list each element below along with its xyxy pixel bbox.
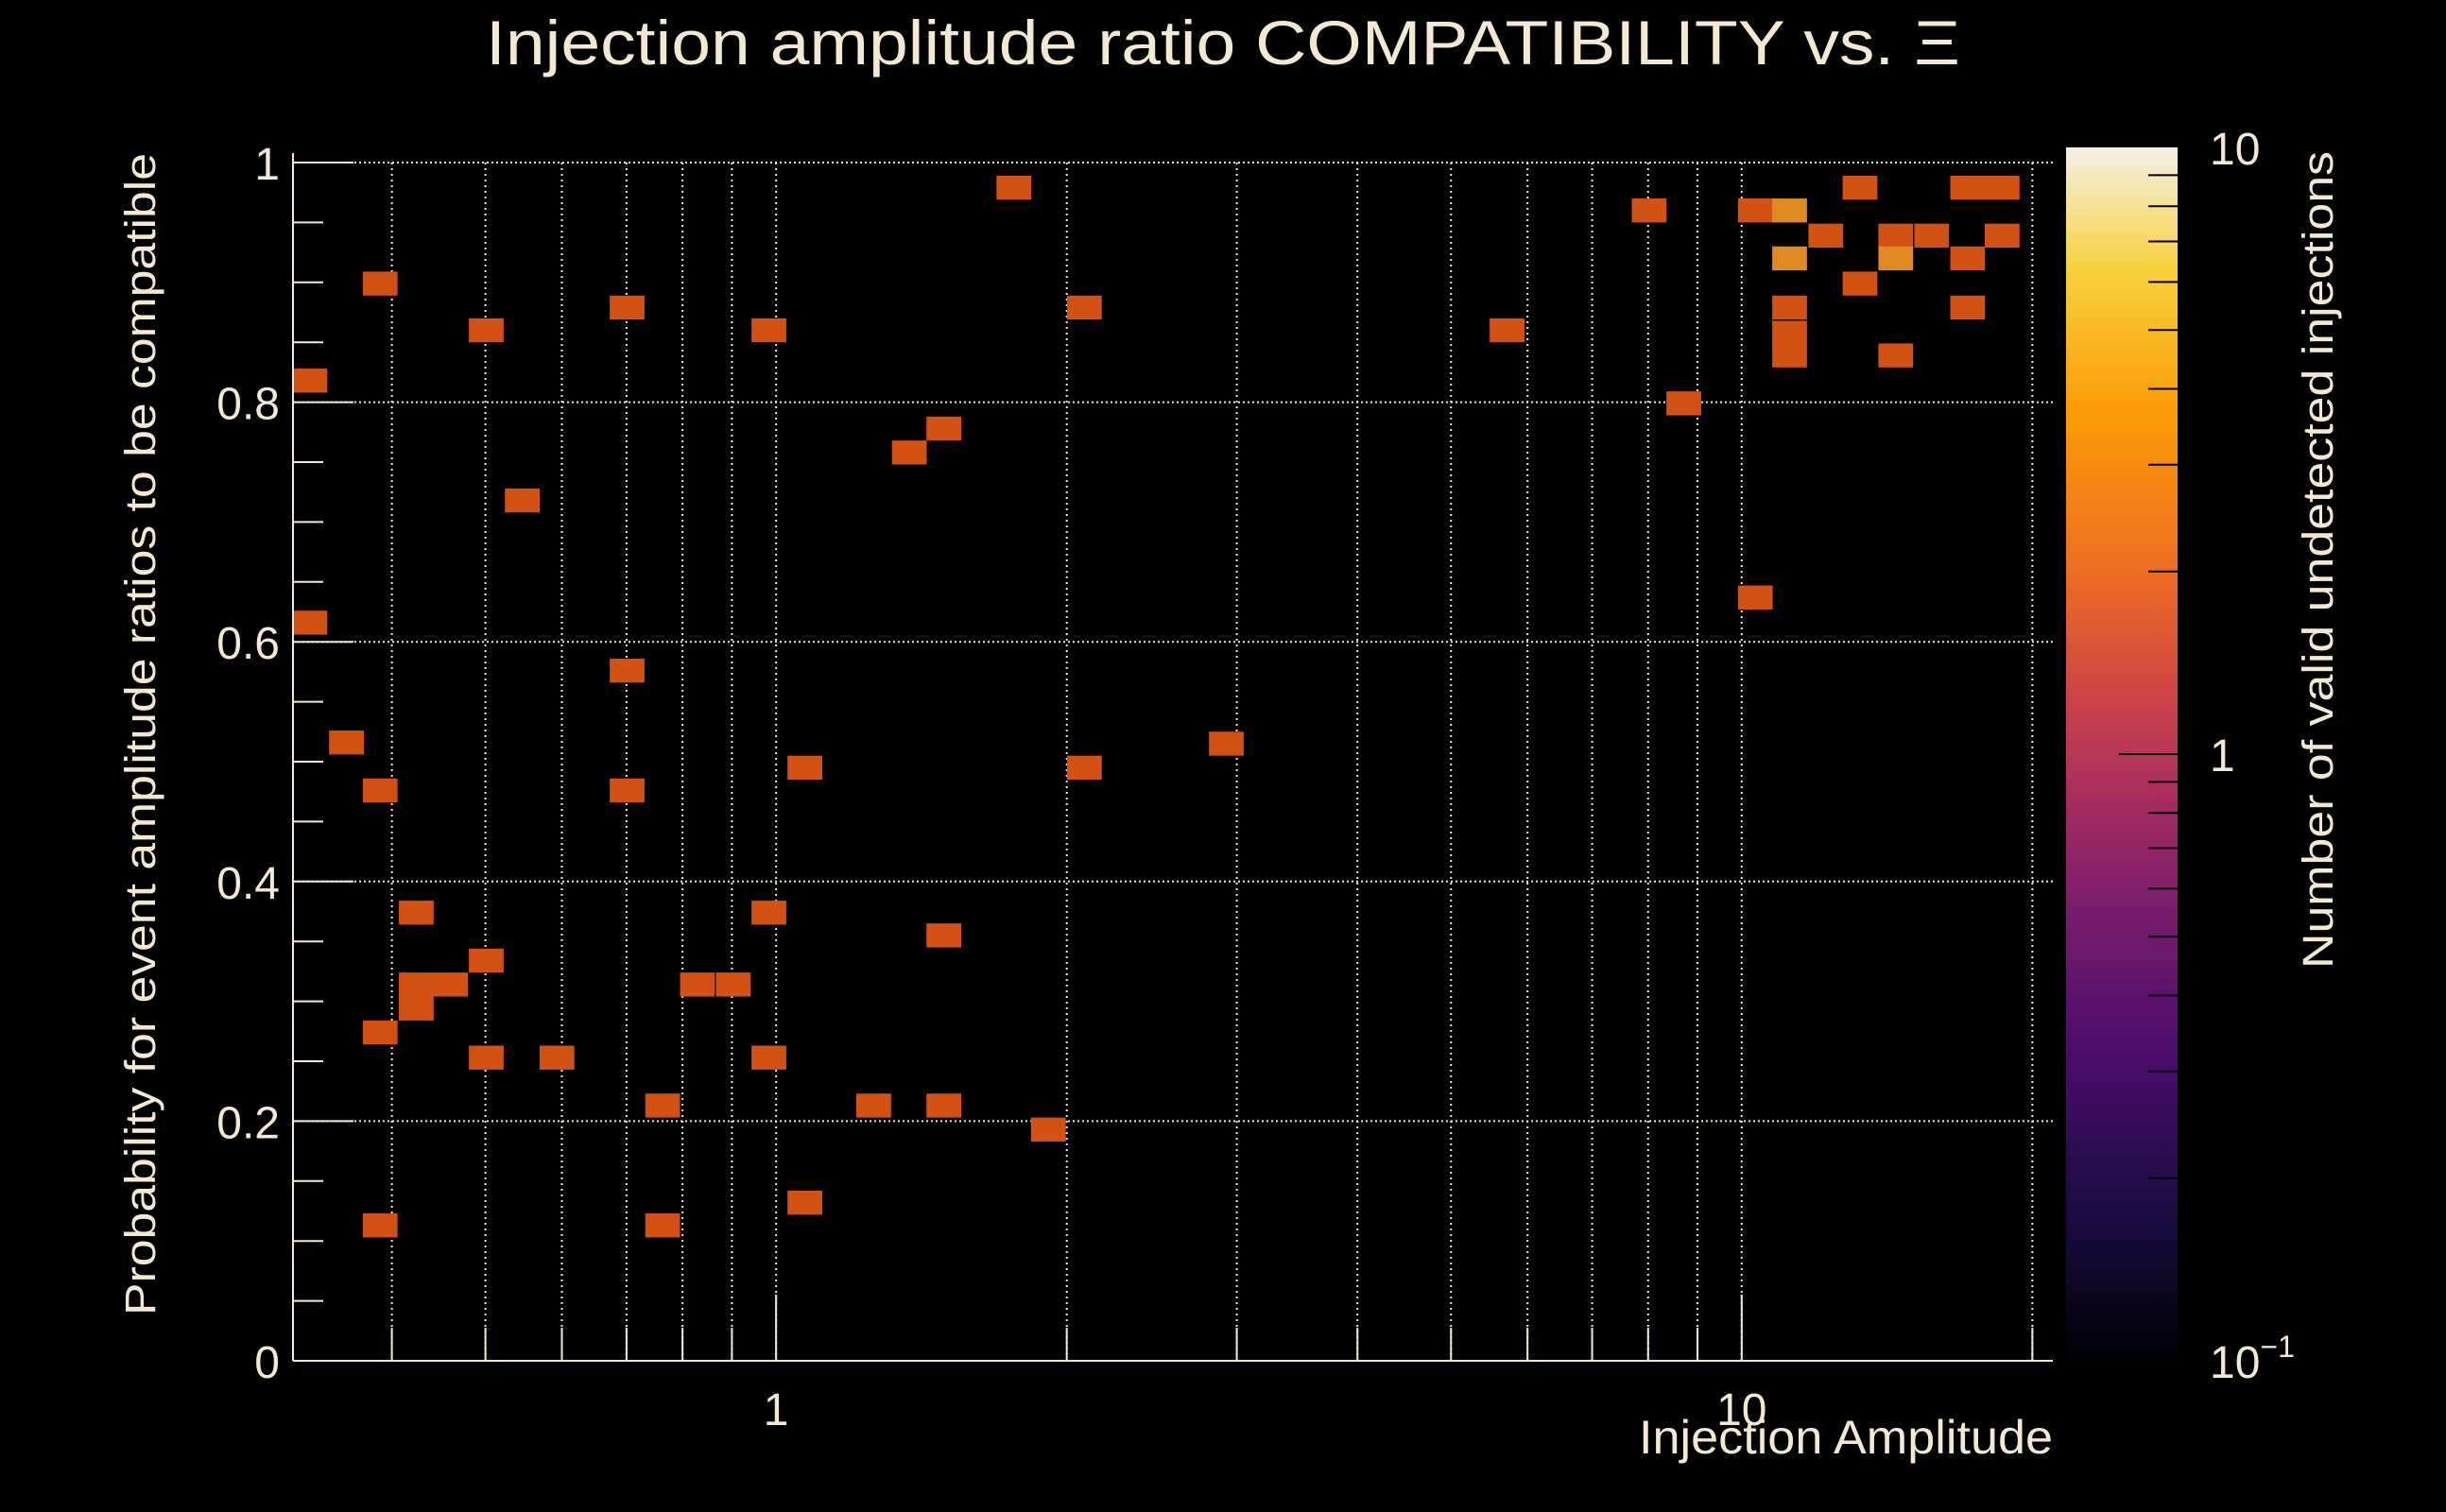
- heatmap-cell: [787, 755, 822, 781]
- heatmap-cell: [1030, 1117, 1066, 1142]
- heatmap-cell: [1772, 320, 1807, 345]
- heatmap-cell: [926, 923, 962, 948]
- heatmap-cell: [610, 295, 645, 320]
- heatmap-cell: [1950, 175, 1986, 200]
- heatmap-cell: [996, 175, 1032, 200]
- heatmap-cell: [362, 271, 398, 296]
- chart-title: Injection amplitude ratio COMPATIBILITY …: [486, 8, 1960, 77]
- heatmap-cell: [362, 1020, 398, 1045]
- heatmap-cell: [469, 318, 504, 343]
- heatmap-cell: [926, 416, 962, 441]
- heatmap-cell: [399, 972, 434, 997]
- heatmap-cell: [891, 440, 927, 465]
- heatmap-cell: [1666, 391, 1701, 416]
- heatmap-cell: [362, 1213, 398, 1238]
- heatmap-cell: [539, 1045, 575, 1070]
- heatmap-cell: [1842, 271, 1878, 296]
- heatmap-cell: [680, 972, 715, 997]
- heatmap-cell: [433, 972, 468, 997]
- heatmap-cell: [1066, 755, 1102, 781]
- heatmap-cell: [469, 1045, 504, 1070]
- y-tick-label: 0.4: [216, 859, 280, 909]
- x-axis-label: Injection Amplitude: [1639, 1411, 2053, 1464]
- heatmap-cell: [505, 488, 541, 513]
- heatmap-cell: [1842, 175, 1878, 200]
- heatmap-cell: [1772, 246, 1807, 271]
- heatmap-cell: [1737, 585, 1773, 610]
- heatmap-cell: [856, 1093, 891, 1118]
- colorbar-tick-label: 10−1: [2210, 1330, 2295, 1388]
- heatmap-cell: [1878, 246, 1914, 271]
- heatmap-cell: [399, 901, 434, 925]
- heatmap-cell: [1737, 198, 1773, 223]
- heatmap-cell: [1878, 343, 1914, 368]
- heatmap-cell: [1950, 246, 1986, 271]
- y-tick-label: 0: [254, 1338, 280, 1388]
- heatmap-cell: [787, 1190, 822, 1215]
- heatmap-cell: [1772, 295, 1807, 320]
- heatmap-cell: [1490, 318, 1524, 343]
- heatmap-cell: [715, 972, 751, 997]
- heatmap-cell: [1631, 198, 1667, 223]
- heatmap-cell: [1772, 343, 1807, 368]
- heatmap-cell: [926, 1093, 962, 1118]
- heatmap-cell: [610, 658, 645, 683]
- y-tick-label: 0.8: [216, 380, 280, 430]
- y-axis-label: Probability for event amplitude ratios t…: [116, 153, 164, 1315]
- heatmap-cell: [751, 318, 786, 343]
- heatmap-cell: [329, 730, 364, 755]
- heatmap-cell: [469, 948, 504, 973]
- heatmap-cell: [751, 1045, 786, 1070]
- colorbar-tick-label: 1: [2210, 731, 2235, 782]
- heatmap-cell: [1772, 198, 1807, 223]
- heatmap-cell: [1985, 175, 2020, 200]
- y-tick-label: 0.2: [216, 1098, 280, 1148]
- heatmap-cell: [1066, 295, 1102, 320]
- heatmap-cell: [1878, 223, 1914, 249]
- heatmap-cell: [1985, 223, 2020, 249]
- axes: 0 0.2 0.4 0.6 0.8 1 1 10: [216, 140, 2053, 1435]
- heatmap-cell: [1209, 731, 1244, 756]
- heatmap-cell: [362, 778, 398, 803]
- heatmap-cell: [751, 901, 786, 925]
- y-tick-label: 0.6: [216, 619, 280, 669]
- heatmap-cell: [645, 1213, 680, 1238]
- colorbar-label: Number of valid undetected injections: [2294, 151, 2342, 969]
- colorbar-tick-label: 10: [2210, 125, 2260, 175]
- heatmap-cell: [1808, 223, 1844, 249]
- x-tick-label: 1: [764, 1385, 789, 1435]
- heatmap-cells: [292, 175, 2020, 1238]
- heatmap-cell: [399, 996, 434, 1021]
- heatmap-cell: [292, 369, 328, 393]
- heatmap-cell: [610, 778, 645, 803]
- x-tick-label: 10: [1716, 1385, 1766, 1435]
- y-tick-label: 1: [254, 140, 280, 190]
- grid-lines: [293, 162, 2053, 1361]
- heatmap-cell: [645, 1093, 680, 1118]
- heatmap-cell: [1914, 223, 1950, 249]
- heatmap-cell: [1950, 295, 1986, 320]
- heatmap-cell: [292, 610, 328, 635]
